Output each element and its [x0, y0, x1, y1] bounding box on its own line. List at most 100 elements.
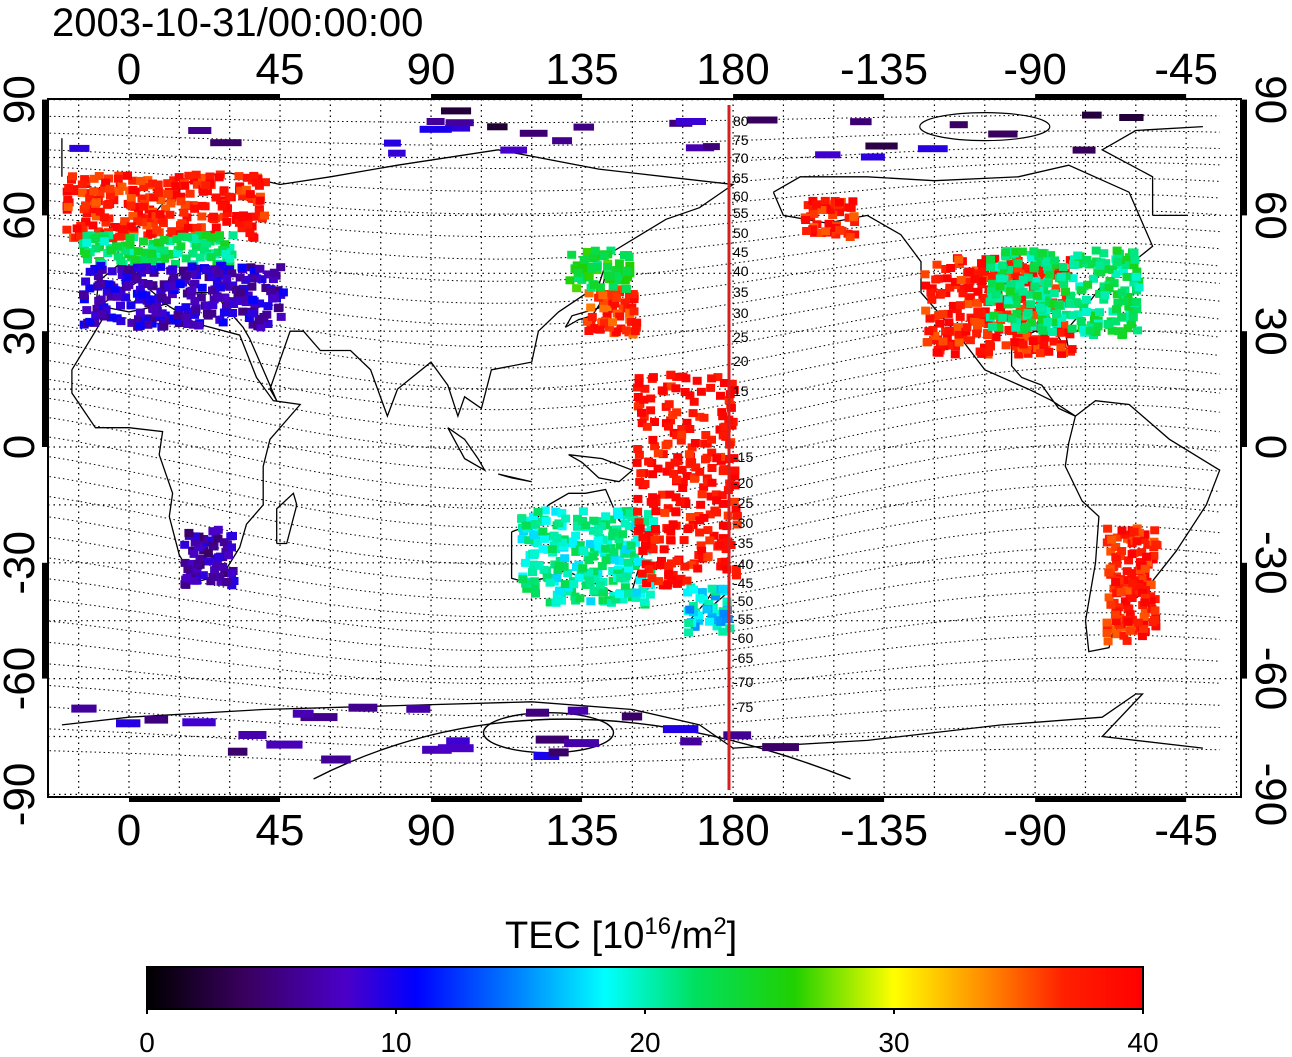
- y-tick-label-left: 90: [0, 75, 44, 124]
- tec-data-point: [621, 549, 631, 558]
- tec-data-point: [165, 237, 175, 245]
- tec-data-point: [579, 273, 588, 282]
- tec-data-point: [225, 244, 235, 252]
- tec-data-point: [159, 322, 169, 331]
- tec-data-point: [188, 559, 198, 568]
- tec-data-point: [932, 260, 942, 269]
- tec-data-point: [1028, 286, 1038, 295]
- tec-data-point: [186, 291, 196, 300]
- tec-data-point: [655, 561, 665, 570]
- tec-data-point: [113, 242, 123, 251]
- tec-data-point: [517, 535, 527, 544]
- tec-data-point: [219, 187, 229, 196]
- tec-data-point: [190, 538, 200, 547]
- tec-data-point: [728, 386, 738, 394]
- tec-data-point: [274, 303, 284, 312]
- tec-data-point: [245, 190, 255, 199]
- tec-data-point: [194, 231, 204, 240]
- tec-data-point: [634, 518, 644, 527]
- tec-data-point: [625, 509, 635, 517]
- tec-data-point: [964, 284, 974, 293]
- tec-data-point: [670, 458, 680, 467]
- meridian-label: 55: [733, 205, 749, 221]
- tec-data-point: [678, 477, 688, 486]
- tec-data-point: [995, 274, 1005, 283]
- tec-data-point: [143, 176, 153, 185]
- tec-data-point: [585, 540, 595, 549]
- tec-data-point: [167, 290, 177, 299]
- frame-tick-segment: [42, 331, 48, 447]
- tec-data-point: [135, 322, 145, 331]
- tec-data-point: [680, 497, 690, 506]
- tec-data-point: [625, 261, 635, 270]
- tec-data-point: [709, 531, 719, 540]
- x-tick-label-top: 0: [117, 45, 141, 94]
- tec-data-point: [722, 522, 732, 531]
- tec-data-point: [664, 422, 673, 431]
- tec-data-point: [732, 571, 741, 580]
- tec-data-point: [608, 528, 618, 537]
- tec-data-point: [184, 171, 194, 180]
- tec-data-point: [932, 348, 942, 357]
- tec-data-point: [965, 293, 975, 302]
- x-tick-label-bottom: 0: [117, 806, 141, 855]
- tec-data-point: [639, 395, 649, 404]
- tec-data-point: [645, 590, 655, 599]
- tec-data-point: [637, 408, 646, 417]
- tec-data-point: [638, 584, 648, 593]
- tec-data-point: [117, 265, 127, 273]
- tec-data-point: [157, 309, 167, 318]
- tec-data-point: [170, 282, 180, 291]
- tec-data-point: [348, 703, 378, 712]
- tec-data-point: [615, 541, 625, 550]
- tec-data-point: [989, 270, 999, 278]
- tec-data-point: [128, 176, 138, 185]
- tec-data-point: [71, 704, 97, 713]
- tec-data-point: [94, 296, 104, 305]
- tec-data-point: [973, 324, 982, 333]
- tec-data-point: [575, 541, 585, 550]
- frame-tick-segment: [733, 94, 885, 100]
- tec-data-point: [747, 116, 778, 124]
- tec-data-point: [663, 504, 673, 513]
- tec-data-point: [1112, 305, 1121, 314]
- tec-data-point: [248, 295, 258, 304]
- tec-data-point: [640, 517, 650, 526]
- tec-data-point: [1067, 345, 1077, 354]
- tec-data-point: [321, 755, 351, 764]
- tec-data-point: [1119, 114, 1144, 121]
- tec-data-point: [612, 276, 621, 285]
- tec-data-point: [237, 213, 247, 222]
- tec-data-point: [811, 200, 821, 209]
- tec-data-point: [89, 187, 99, 196]
- tec-data-point: [730, 466, 740, 475]
- tec-data-point: [102, 287, 112, 296]
- tec-data-point: [954, 330, 964, 339]
- tec-data-point: [1134, 582, 1144, 591]
- tec-data-point: [835, 208, 844, 217]
- tec-data-point: [123, 171, 132, 180]
- tec-data-point: [860, 153, 885, 161]
- tec-data-point: [657, 386, 667, 395]
- tec-data-point: [183, 307, 193, 316]
- tec-data-point: [1111, 617, 1121, 626]
- tec-data-point: [99, 237, 109, 246]
- tec-data-point: [1132, 298, 1142, 307]
- tec-data-point: [1023, 349, 1033, 358]
- tec-data-point: [831, 230, 841, 239]
- tec-data-point: [703, 553, 713, 561]
- tec-data-point: [197, 212, 207, 221]
- tec-data-point: [127, 318, 137, 327]
- tec-data-point: [151, 308, 161, 317]
- tec-data-point: [578, 546, 588, 555]
- frame-tick-segment: [431, 796, 583, 802]
- tec-data-point: [121, 276, 131, 285]
- tec-data-point: [703, 526, 713, 535]
- x-tick-label-bottom: 90: [407, 806, 456, 855]
- tec-data-point: [183, 320, 193, 328]
- tec-data-point: [1126, 622, 1136, 631]
- tec-data-point: [1018, 287, 1028, 296]
- tec-data-point: [1107, 326, 1117, 335]
- tec-data-point: [213, 269, 223, 278]
- tec-data-point: [206, 577, 216, 586]
